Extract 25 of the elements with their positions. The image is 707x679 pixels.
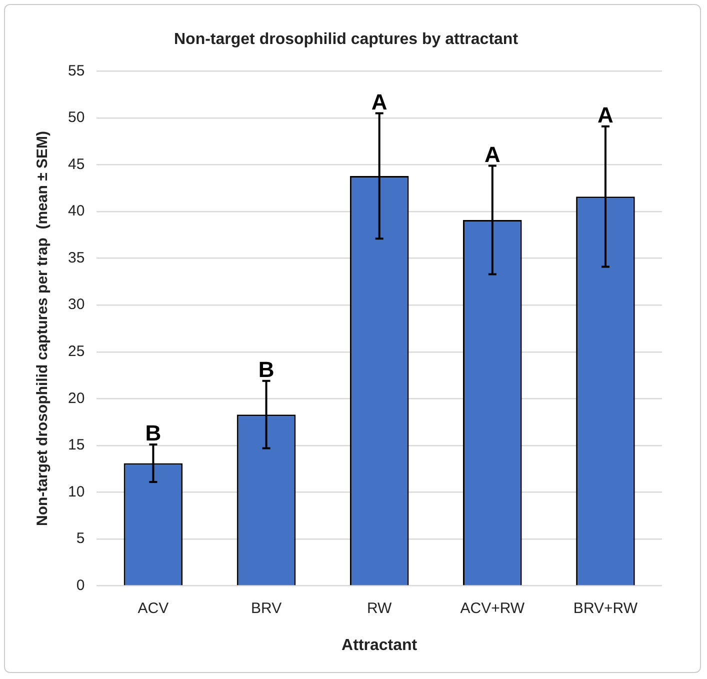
x-tick-label: RW xyxy=(366,600,393,617)
y-tick-label: 50 xyxy=(68,109,85,126)
y-axis-title: Non-target drosophilid captures per trap (mean ± SEM) xyxy=(34,131,52,526)
y-tick-label: 55 xyxy=(68,62,85,80)
y-tick-label: 0 xyxy=(76,576,85,594)
x-tick-label: BRV+RW xyxy=(573,600,638,617)
x-axis-title: Attractant xyxy=(342,636,418,654)
annotation: A xyxy=(484,142,500,167)
annotation: B xyxy=(145,420,162,446)
y-tick-label: 30 xyxy=(68,296,85,314)
y-tick-label: 15 xyxy=(68,436,85,454)
y-tick-label: 25 xyxy=(68,343,85,360)
annotation: B xyxy=(258,356,274,382)
y-tick-label: 5 xyxy=(76,530,85,548)
y-tick-label: 35 xyxy=(68,249,85,266)
y-tick-label: 40 xyxy=(68,202,85,220)
y-tick-label: 45 xyxy=(68,156,85,173)
annotation: A xyxy=(371,89,388,114)
chart-title: Non-target drosophilid captures by attractant xyxy=(174,31,519,48)
y-tick-label: 10 xyxy=(68,483,85,500)
x-tick-label: ACV xyxy=(138,600,169,617)
annotation: A xyxy=(598,102,614,128)
x-tick-label: BRV xyxy=(250,600,282,617)
y-tick-label: 20 xyxy=(68,390,85,407)
x-tick-label: ACV+RW xyxy=(460,600,526,617)
